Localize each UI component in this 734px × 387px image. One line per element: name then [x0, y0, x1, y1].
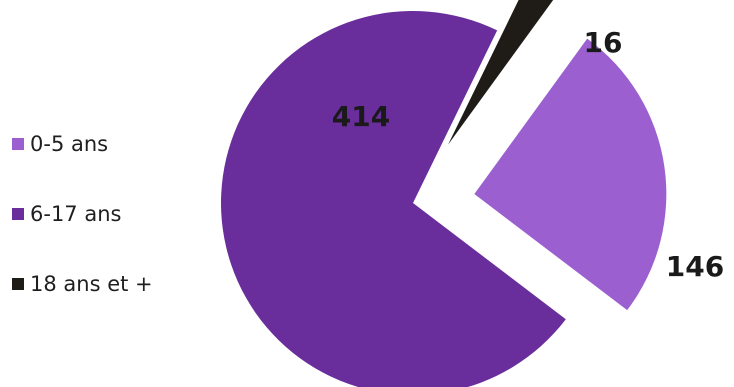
legend-label: 6-17 ans: [30, 202, 122, 226]
legend-label: 0-5 ans: [30, 132, 109, 156]
pie-slice: [448, 0, 554, 145]
legend-item: 18 ans et +: [12, 266, 153, 302]
legend-item: 0-5 ans: [12, 126, 153, 162]
legend-item: 6-17 ans: [12, 196, 153, 232]
data-label: 16: [584, 26, 623, 59]
pie-slice: [474, 38, 667, 311]
legend-swatch: [12, 138, 24, 150]
data-label: 146: [666, 250, 724, 283]
data-label: 414: [332, 100, 390, 133]
legend-swatch: [12, 278, 24, 290]
pie-slice: [221, 11, 566, 387]
legend-label: 18 ans et +: [30, 272, 153, 296]
chart-legend: 0-5 ans 6-17 ans 18 ans et +: [12, 126, 153, 302]
legend-swatch: [12, 208, 24, 220]
